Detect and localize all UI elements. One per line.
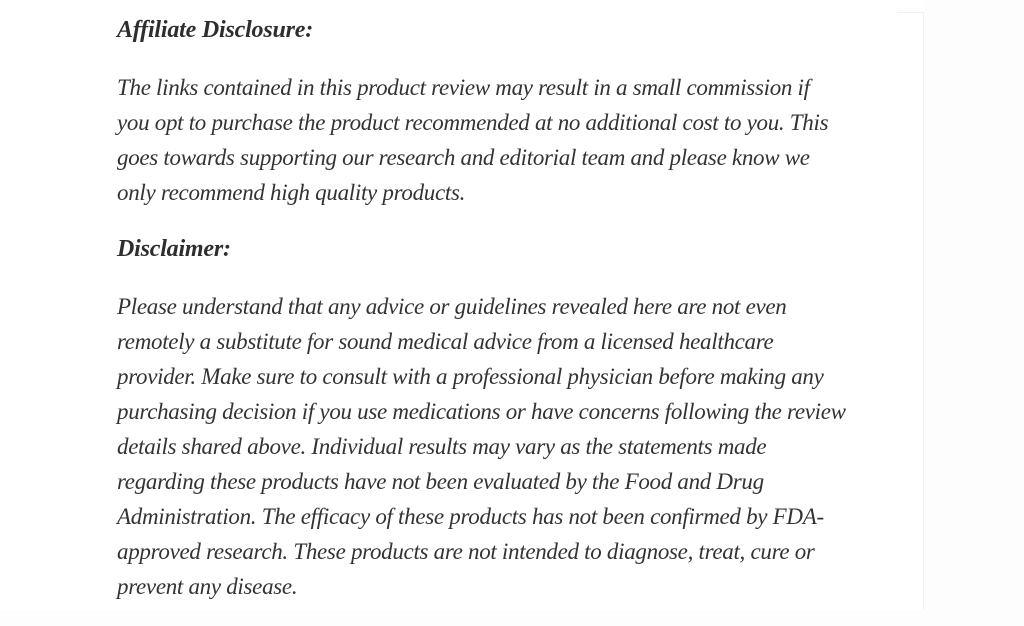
article-body: Affiliate Disclosure: The links containe…: [117, 13, 977, 626]
content-card: [0, 0, 924, 610]
affiliate-disclosure-paragraph: The links contained in this product revi…: [117, 75, 829, 205]
disclaimer-heading: Disclaimer:: [117, 236, 231, 262]
card-top-edge-divider: [897, 12, 924, 13]
disclaimer-paragraph: Please understand that any advice or gui…: [117, 294, 846, 599]
card-right-edge-divider: [923, 12, 924, 610]
affiliate-disclosure-heading: Affiliate Disclosure:: [117, 17, 314, 43]
